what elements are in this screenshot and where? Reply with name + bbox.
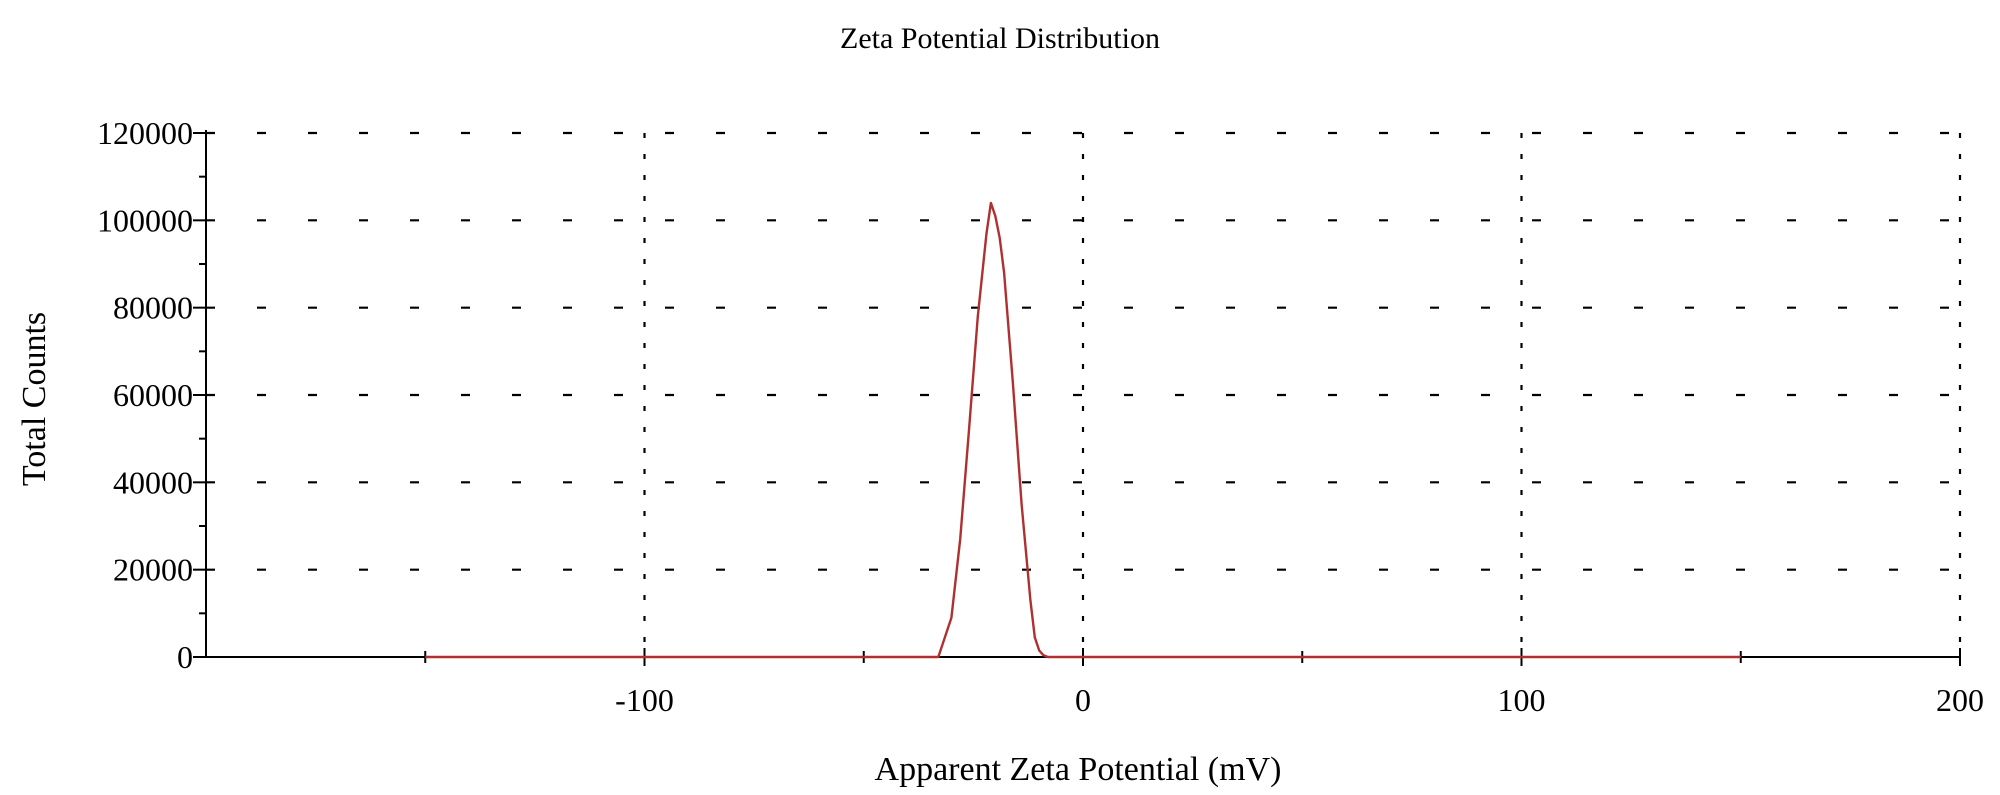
chart-title: Zeta Potential Distribution [840,22,1160,55]
series-line [425,201,1741,659]
tick-marks [193,132,1961,666]
x-tick-label: -100 [615,682,674,718]
grid-lines [206,131,1962,657]
x-tick-label: 100 [1498,682,1546,718]
data-series [425,201,1741,659]
y-tick-label: 40000 [113,464,193,500]
x-tick-label: 0 [1075,682,1091,718]
x-tick-label: 200 [1936,682,1984,718]
y-tick-label: 60000 [113,377,193,413]
y-tick-label: 120000 [97,115,193,151]
y-tick-label: 0 [177,639,193,675]
x-axis-label: Apparent Zeta Potential (mV) [875,751,1282,788]
y-tick-label: 20000 [113,552,193,588]
y-axis-label: Total Counts [16,312,53,486]
tick-labels: 0 20000 40000 60000 80000 100000 120000 -100 0 10… [97,115,1984,718]
y-tick-label: 80000 [113,290,193,326]
y-tick-label: 100000 [97,202,193,238]
